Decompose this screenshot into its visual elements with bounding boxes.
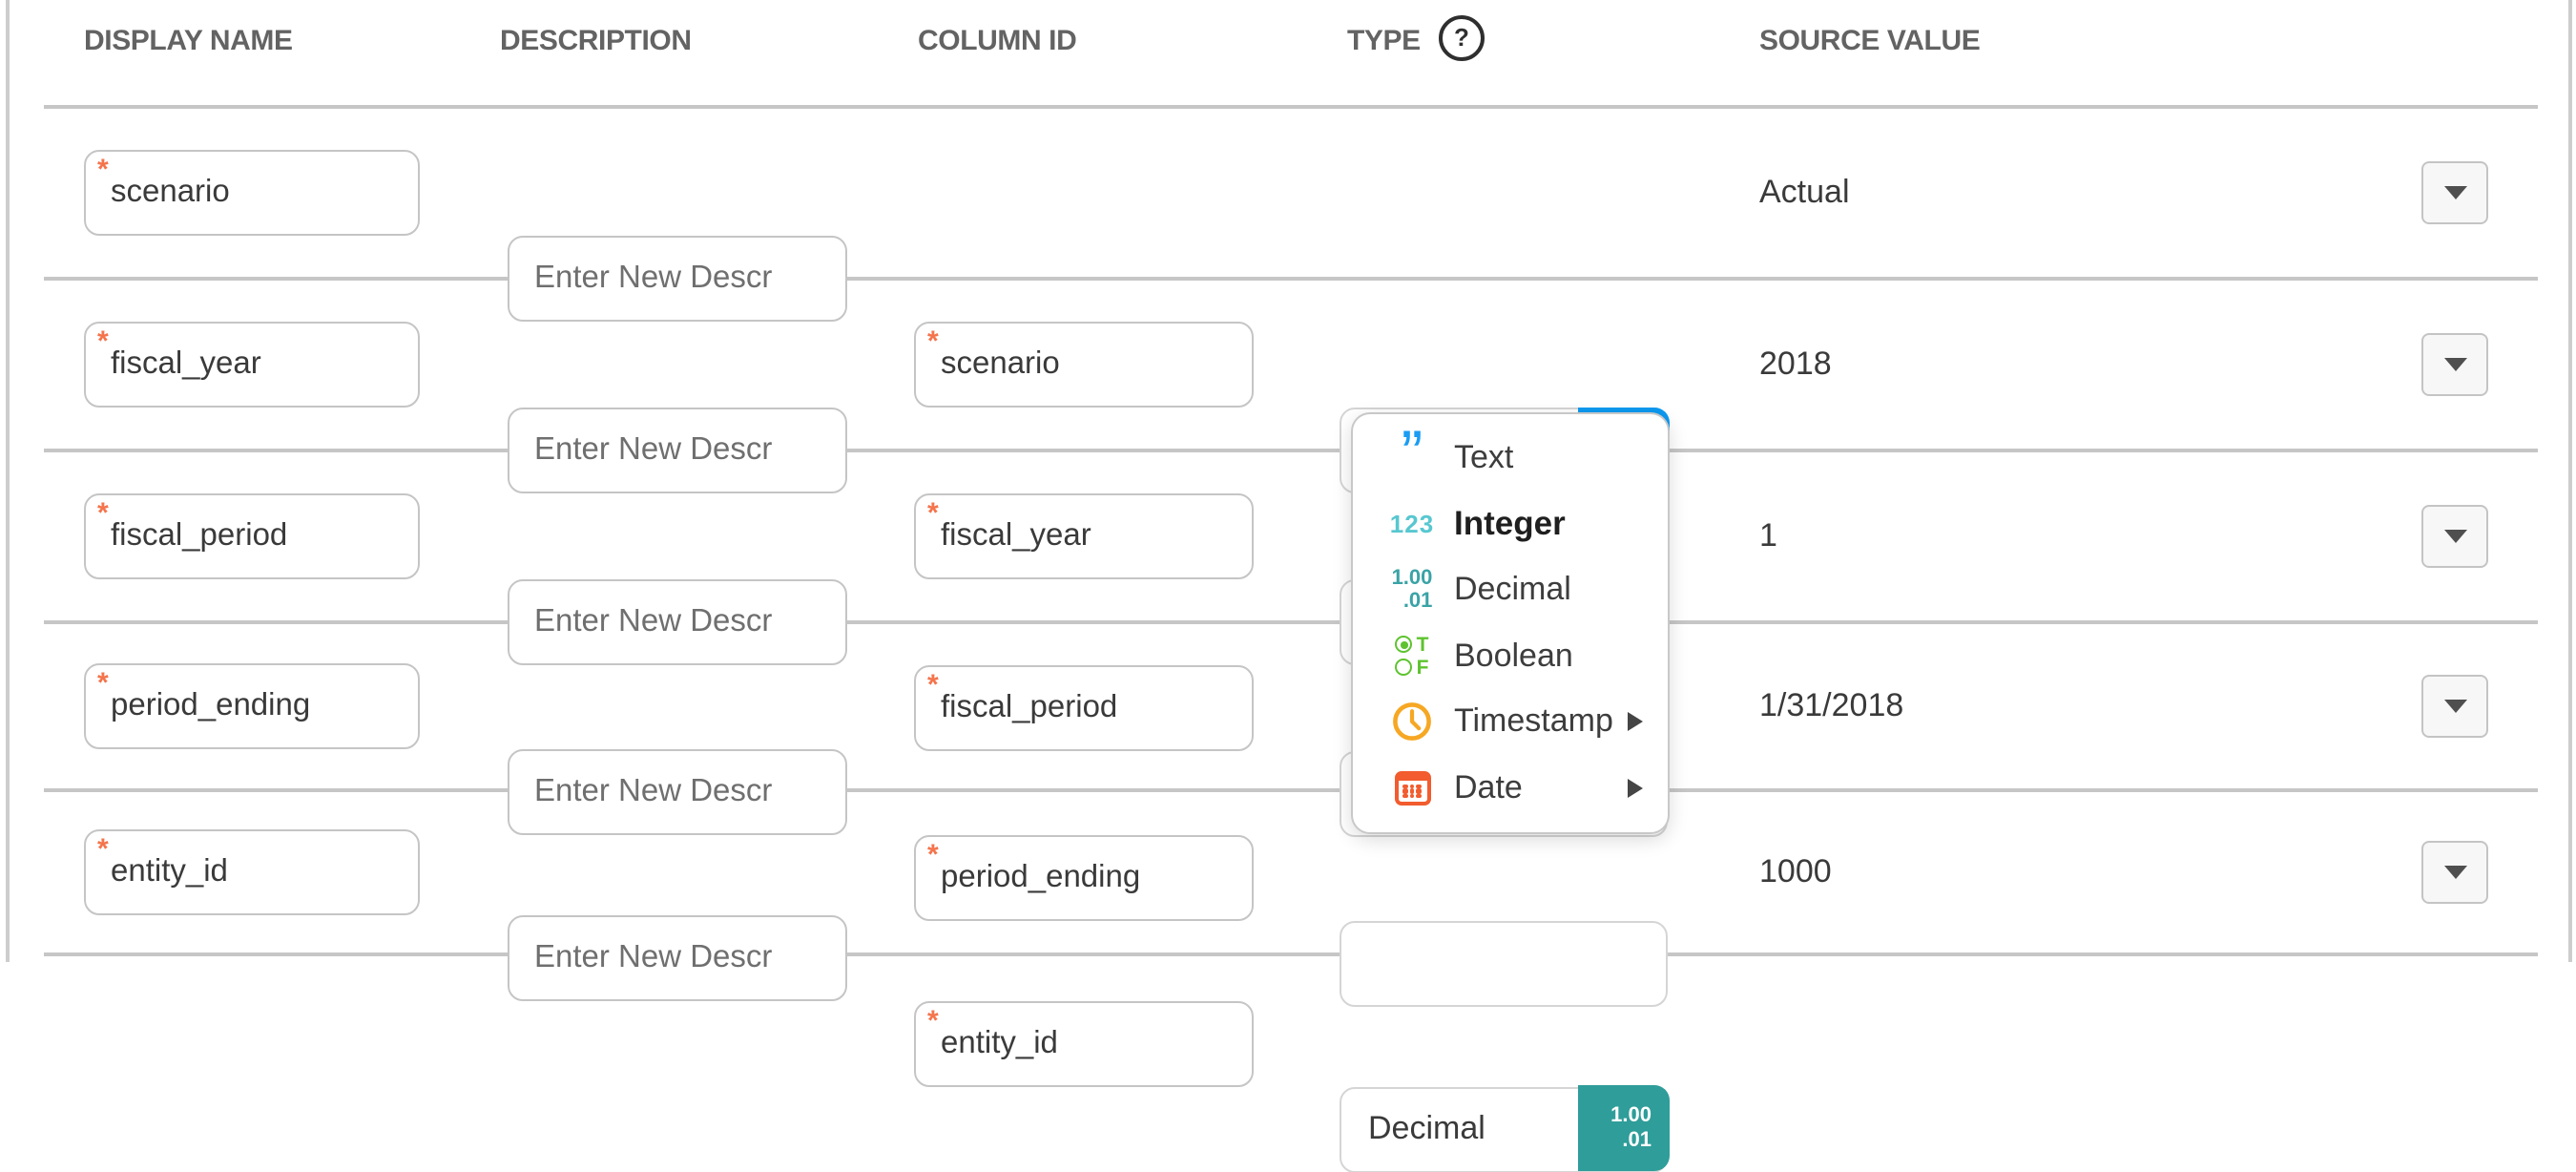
table-row: * * Integer 123 2018 [0, 279, 2576, 665]
required-asterisk: * [97, 496, 109, 529]
description-input[interactable] [508, 578, 847, 664]
row-separator [44, 105, 2538, 108]
type-help-icon[interactable]: ? [1439, 15, 1485, 61]
col-header-source-value: SOURCE VALUE [1759, 25, 1981, 57]
col-header-description: DESCRIPTION [500, 25, 692, 57]
row-separator [44, 620, 2538, 623]
type-dropdown-menu: ” Text 123 Integer 1.00 .01 Decimal T [1351, 412, 1670, 834]
menu-item-label: Integer [1454, 504, 1566, 543]
table-right-border [2568, 0, 2571, 962]
required-asterisk: * [97, 325, 109, 358]
type-label: Decimal [1368, 1110, 1485, 1146]
submenu-arrow-icon [1628, 712, 1643, 732]
decimal-type-icon: 1.00 .01 [1577, 1085, 1669, 1171]
display-name-input[interactable] [84, 322, 420, 408]
boolean-icon: T F [1376, 635, 1448, 678]
source-value: Actual [1759, 174, 1850, 210]
type-menu-item-decimal[interactable]: 1.00 .01 Decimal [1353, 557, 1668, 623]
required-asterisk: * [927, 1004, 939, 1036]
source-value-dropdown-button[interactable] [2421, 674, 2488, 737]
required-asterisk: * [97, 666, 109, 699]
source-value-dropdown-button[interactable] [2421, 333, 2488, 396]
submenu-arrow-icon [1628, 778, 1643, 798]
display-name-input[interactable] [84, 150, 420, 236]
type-selector[interactable]: Decimal 1.00 .01 [1340, 1085, 1669, 1172]
required-asterisk: * [927, 668, 939, 701]
source-value: 1 [1759, 516, 1777, 553]
source-value: 1/31/2018 [1759, 686, 1904, 722]
table-row: * * Text ” Actual [0, 107, 2576, 493]
source-value-dropdown-button[interactable] [2421, 840, 2488, 903]
description-input[interactable] [508, 914, 847, 1000]
row-separator [44, 449, 2538, 451]
quotes-icon: ” [1401, 417, 1423, 491]
description-input[interactable] [508, 236, 847, 322]
row-separator [44, 788, 2538, 791]
menu-item-label: Text [1454, 439, 1514, 476]
description-input[interactable] [508, 408, 847, 493]
column-id-input[interactable] [914, 493, 1254, 579]
caret-down-icon [2443, 186, 2466, 199]
table-left-border [6, 0, 9, 962]
source-value-dropdown-button[interactable] [2421, 504, 2488, 567]
menu-item-label: Decimal [1454, 571, 1571, 608]
column-id-input[interactable] [914, 322, 1254, 408]
menu-item-label: Timestamp [1454, 702, 1613, 740]
required-asterisk: * [927, 325, 939, 358]
caret-down-icon [2443, 865, 2466, 878]
caret-down-icon [2443, 529, 2466, 542]
type-menu-item-text[interactable]: ” Text [1353, 417, 1668, 492]
required-asterisk: * [97, 832, 109, 865]
caret-down-icon [2443, 358, 2466, 371]
row-separator [44, 952, 2538, 955]
description-input[interactable] [508, 748, 847, 834]
column-id-input[interactable] [914, 1000, 1254, 1086]
type-menu-item-integer[interactable]: 123 Integer [1353, 492, 1668, 557]
display-name-input[interactable] [84, 828, 420, 914]
calendar-icon [1376, 770, 1448, 806]
menu-item-label: Boolean [1454, 637, 1573, 674]
table-row: * * 1 [0, 450, 2576, 836]
col-header-column-id: COLUMN ID [918, 25, 1077, 57]
type-menu-item-boolean[interactable]: T F Boolean [1353, 623, 1668, 689]
source-value: 1000 [1759, 852, 1832, 889]
required-asterisk: * [97, 154, 109, 186]
required-asterisk: * [927, 497, 939, 530]
integer-123-icon: 123 [1389, 510, 1435, 539]
table-row: * * 1/31/2018 [0, 622, 2576, 1006]
required-asterisk: * [927, 838, 939, 870]
source-value-dropdown-button[interactable] [2421, 161, 2488, 224]
type-menu-item-timestamp[interactable]: Timestamp [1353, 689, 1668, 755]
menu-item-label: Date [1454, 768, 1523, 806]
column-id-input[interactable] [914, 664, 1254, 750]
type-menu-item-date[interactable]: Date [1353, 755, 1668, 821]
decimal-icon: 1.00 .01 [1391, 566, 1433, 614]
column-id-input[interactable] [914, 834, 1254, 920]
col-header-display-name: DISPLAY NAME [84, 25, 293, 57]
display-name-input[interactable] [84, 662, 420, 748]
clock-icon [1376, 701, 1448, 743]
display-name-input[interactable] [84, 492, 420, 578]
caret-down-icon [2443, 699, 2466, 712]
source-value: 2018 [1759, 345, 1832, 382]
table-row: * * Decimal 1.00 .01 1000 [0, 790, 2576, 1172]
col-header-type: TYPE [1347, 25, 1421, 57]
row-separator [44, 277, 2538, 280]
